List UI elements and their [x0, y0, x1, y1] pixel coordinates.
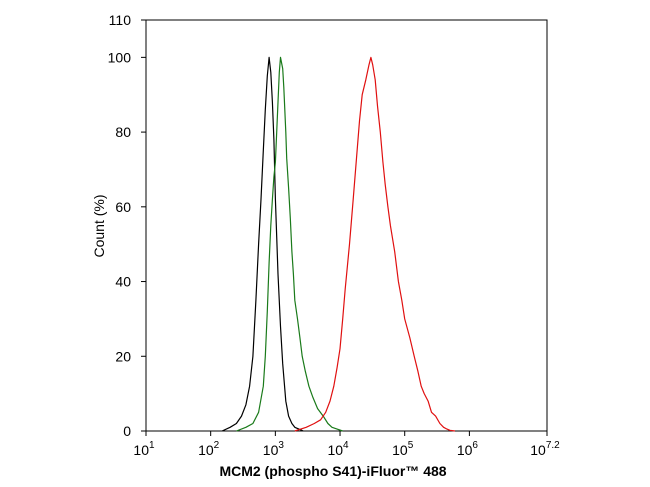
- x-tick-exponent: 3: [278, 440, 284, 451]
- y-tick-label: 20: [115, 348, 131, 364]
- y-axis-ticks: 0 20 40 60 80 100 110: [108, 12, 146, 439]
- x-tick-label: 103: [263, 440, 285, 458]
- y-tick-label: 100: [108, 49, 132, 65]
- series-line-1: [236, 56, 343, 432]
- x-axis-ticks: 101 102 103 104 105 106 107.2: [133, 431, 560, 458]
- y-tick-label: 110: [109, 12, 132, 28]
- series-line-2: [294, 56, 456, 432]
- x-tick-base: 10: [327, 442, 343, 458]
- x-tick-label: 102: [198, 440, 220, 458]
- x-tick-base: 10: [392, 442, 408, 458]
- y-tick-label: 40: [115, 274, 131, 290]
- x-tick-label: 106: [457, 440, 479, 458]
- x-axis-title: MCM2 (phospho S41)-iFluor™ 488: [219, 463, 446, 479]
- x-tick-base: 10: [457, 442, 473, 458]
- x-tick-label: 104: [327, 440, 349, 458]
- series-layer: [221, 56, 456, 432]
- x-tick-label: 101: [133, 440, 155, 458]
- x-tick-exponent: 2: [214, 440, 220, 451]
- x-tick-exponent: 1: [149, 440, 155, 451]
- x-tick-base: 10: [263, 442, 279, 458]
- y-tick-label: 0: [123, 423, 131, 439]
- series-line-0: [221, 56, 304, 432]
- x-tick-base: 10: [133, 442, 149, 458]
- y-axis-title: Count (%): [91, 194, 107, 257]
- x-tick-exponent: 4: [343, 440, 349, 451]
- x-tick-exponent: 6: [472, 440, 478, 451]
- x-tick-exponent: 7.2: [546, 440, 560, 451]
- x-tick-base: 10: [198, 442, 214, 458]
- x-tick-label: 107.2: [530, 440, 560, 458]
- y-tick-label: 60: [115, 199, 131, 215]
- plot-area: [145, 19, 548, 432]
- x-tick-exponent: 5: [408, 440, 414, 451]
- x-tick-label: 105: [392, 440, 414, 458]
- x-tick-base: 10: [530, 442, 546, 458]
- y-tick-label: 80: [115, 124, 131, 140]
